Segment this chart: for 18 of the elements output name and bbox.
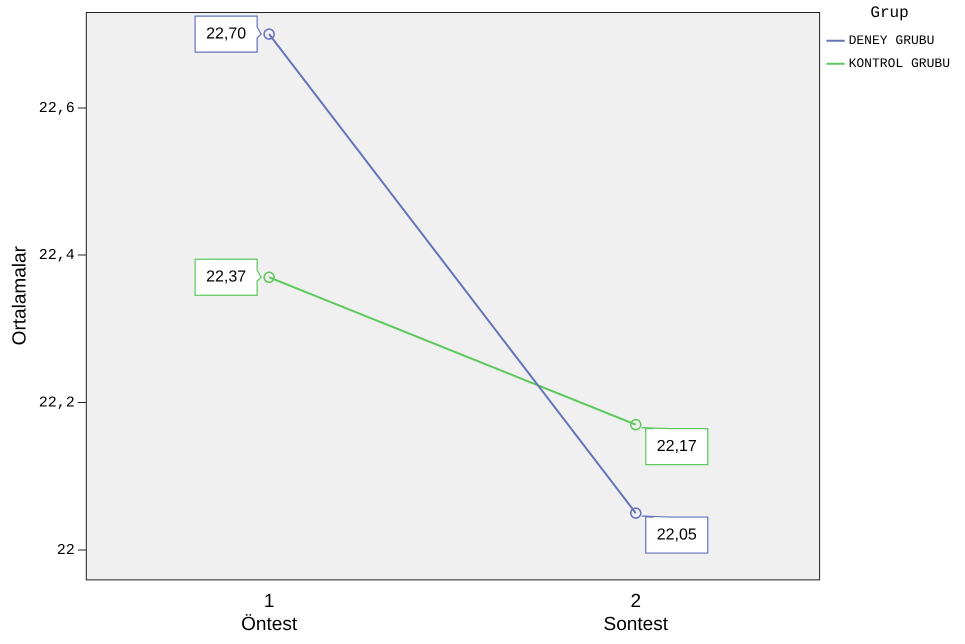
y-tick-label: 22,2 [38,394,75,412]
point [263,28,275,40]
legend-label: DENEY GRUBU [848,33,934,48]
data-label: 22,37 [206,268,246,286]
data-label: 22,17 [656,438,697,456]
y-tick-label: 22,6 [38,100,75,117]
x-tick-label: 2 Sontest [604,591,669,635]
y-tick-label: 22,4 [38,247,75,264]
legend-title: Grup [870,4,909,22]
x-tick-label: 1 Öntest [241,591,298,635]
point [630,507,642,519]
data-label: 22,05 [656,526,697,544]
point [630,418,642,430]
point [263,272,275,284]
legend-label: KONTROL GRUBU [848,56,950,72]
y-axis-title: Ortalamalar [10,245,31,346]
data-label: 22,70 [206,26,246,43]
y-tick-label: 22 [56,542,75,559]
